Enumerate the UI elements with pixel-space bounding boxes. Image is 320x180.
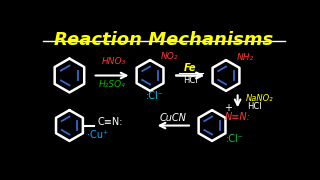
Text: NH₂: NH₂ bbox=[237, 53, 254, 62]
Text: Reaction Mechanisms: Reaction Mechanisms bbox=[54, 31, 274, 49]
Text: NO₂: NO₂ bbox=[161, 52, 179, 61]
Text: N≡N:: N≡N: bbox=[224, 112, 250, 122]
Text: H₂SO₄: H₂SO₄ bbox=[99, 80, 125, 89]
Text: :Cl⁻: :Cl⁻ bbox=[146, 91, 164, 101]
Text: Fe: Fe bbox=[184, 63, 196, 73]
Text: NaNO₂: NaNO₂ bbox=[245, 94, 273, 103]
Text: CuCN: CuCN bbox=[160, 113, 187, 123]
Text: :Cl⁻: :Cl⁻ bbox=[226, 134, 244, 144]
Text: HCl: HCl bbox=[183, 76, 198, 85]
Text: HCl: HCl bbox=[247, 102, 261, 111]
Text: HNO₃: HNO₃ bbox=[101, 57, 126, 66]
Text: C≡N:: C≡N: bbox=[97, 117, 123, 127]
Text: +: + bbox=[224, 103, 232, 113]
Text: ·Cu⁺: ·Cu⁺ bbox=[86, 130, 108, 140]
